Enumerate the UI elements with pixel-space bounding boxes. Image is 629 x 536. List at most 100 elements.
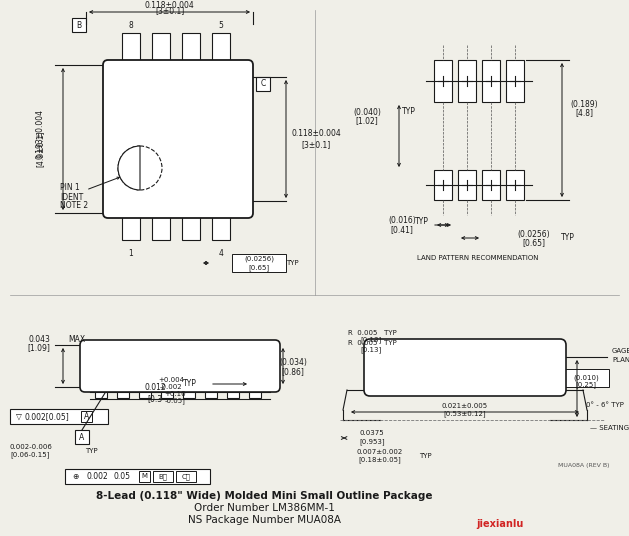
Bar — [152, 208, 170, 240]
Text: 0.002-0.006: 0.002-0.006 — [10, 444, 53, 450]
Bar — [256, 77, 270, 91]
Bar — [139, 471, 150, 482]
Bar — [95, 382, 107, 398]
Text: TYP: TYP — [183, 379, 197, 389]
Text: [1.09]: [1.09] — [28, 344, 50, 353]
Bar — [249, 382, 261, 398]
Text: 0.002[0.05]: 0.002[0.05] — [25, 412, 69, 421]
Text: CⓈ: CⓈ — [182, 473, 191, 480]
Text: 0° - 6° TYP: 0° - 6° TYP — [586, 402, 624, 408]
Text: A: A — [84, 412, 89, 421]
Text: +0.004: +0.004 — [158, 377, 184, 383]
Bar — [183, 382, 195, 398]
Text: TYP: TYP — [85, 448, 97, 454]
Bar — [458, 60, 476, 102]
Text: jiexianlu: jiexianlu — [476, 519, 524, 529]
Text: R  0.005   TYP: R 0.005 TYP — [348, 330, 397, 336]
Bar — [182, 208, 200, 240]
Text: [0.86]: [0.86] — [282, 368, 304, 376]
Text: 0.021±0.005: 0.021±0.005 — [442, 403, 488, 409]
Text: (0.0256): (0.0256) — [518, 229, 550, 239]
Text: +0.10: +0.10 — [164, 391, 186, 397]
Bar — [563, 369, 609, 387]
Text: PLANE: PLANE — [612, 357, 629, 363]
Text: (0.034): (0.034) — [279, 359, 307, 368]
Text: MUA08A (REV B): MUA08A (REV B) — [559, 463, 610, 467]
Bar — [232, 254, 286, 272]
Bar — [139, 382, 151, 398]
Text: [3±0.1]: [3±0.1] — [155, 6, 184, 16]
Text: (0.0256): (0.0256) — [244, 256, 274, 262]
Bar — [227, 382, 239, 398]
Text: NOTE 2: NOTE 2 — [60, 202, 88, 211]
Text: [1.02]: [1.02] — [355, 116, 379, 125]
FancyBboxPatch shape — [103, 60, 253, 218]
Bar — [205, 382, 217, 398]
Bar — [176, 471, 196, 482]
Bar — [434, 60, 452, 102]
Text: 0.0375: 0.0375 — [360, 430, 384, 436]
Text: [0.65]: [0.65] — [248, 265, 270, 271]
Text: PIN 1: PIN 1 — [60, 183, 80, 192]
Text: MAX: MAX — [69, 334, 86, 344]
Text: (0.189): (0.189) — [570, 101, 598, 109]
Text: (0.010): (0.010) — [573, 375, 599, 381]
Bar — [423, 350, 435, 385]
Text: TYP: TYP — [402, 108, 416, 116]
Text: [0.41]: [0.41] — [391, 226, 413, 235]
Text: ⊕: ⊕ — [72, 472, 78, 481]
Bar — [153, 471, 173, 482]
Text: C: C — [260, 79, 265, 88]
Bar — [434, 170, 452, 200]
Text: IDENT: IDENT — [60, 192, 83, 202]
Bar — [117, 382, 129, 398]
Bar — [122, 208, 140, 240]
Text: 1: 1 — [128, 249, 133, 257]
Text: 8-Lead (0.118" Wide) Molded Mini Small Outline Package: 8-Lead (0.118" Wide) Molded Mini Small O… — [96, 491, 433, 501]
Text: [3±0.1]: [3±0.1] — [301, 140, 331, 150]
Text: 5: 5 — [218, 20, 223, 29]
Text: Order Number LM386MM-1: Order Number LM386MM-1 — [194, 503, 335, 513]
Bar — [75, 430, 89, 444]
Text: 4: 4 — [218, 249, 223, 257]
Text: BⓈ: BⓈ — [159, 473, 167, 480]
Bar — [508, 350, 520, 385]
Bar — [506, 60, 524, 102]
Text: TYP: TYP — [415, 217, 429, 226]
Text: [0.25]: [0.25] — [576, 382, 596, 389]
Text: [0.13]: [0.13] — [360, 337, 381, 344]
Text: GAGE: GAGE — [612, 348, 629, 354]
Text: [0.65]: [0.65] — [523, 239, 545, 248]
Text: R  0.005   TYP: R 0.005 TYP — [348, 340, 397, 346]
Text: TYP: TYP — [561, 234, 575, 242]
Text: (0.040): (0.040) — [353, 108, 381, 116]
Bar — [443, 350, 456, 385]
Text: TYP: TYP — [419, 453, 431, 459]
Text: TYP: TYP — [286, 260, 298, 266]
Bar — [465, 350, 477, 385]
Text: [0.06-0.15]: [0.06-0.15] — [10, 452, 49, 458]
Text: 8: 8 — [128, 20, 133, 29]
FancyBboxPatch shape — [80, 340, 280, 392]
Bar — [482, 170, 500, 200]
Bar — [529, 350, 541, 385]
Text: [0.3: [0.3 — [147, 394, 162, 404]
Text: A: A — [79, 433, 85, 442]
Bar — [72, 18, 86, 32]
Text: B: B — [77, 20, 82, 29]
FancyBboxPatch shape — [364, 339, 566, 396]
Text: [0.53±0.12]: [0.53±0.12] — [443, 411, 486, 418]
Bar — [486, 350, 498, 385]
Text: — SEATING PLANE: — SEATING PLANE — [590, 425, 629, 431]
Bar — [458, 170, 476, 200]
Text: 0.05: 0.05 — [113, 472, 130, 481]
Text: 0.118±0.004: 0.118±0.004 — [145, 1, 194, 10]
Text: 0.043: 0.043 — [28, 334, 50, 344]
Bar — [122, 33, 140, 70]
Text: [0.953]: [0.953] — [359, 438, 385, 445]
Bar — [506, 170, 524, 200]
Text: [4.8]: [4.8] — [575, 108, 593, 117]
Bar — [182, 33, 200, 70]
Text: 0.002: 0.002 — [86, 472, 108, 481]
Bar — [212, 208, 230, 240]
